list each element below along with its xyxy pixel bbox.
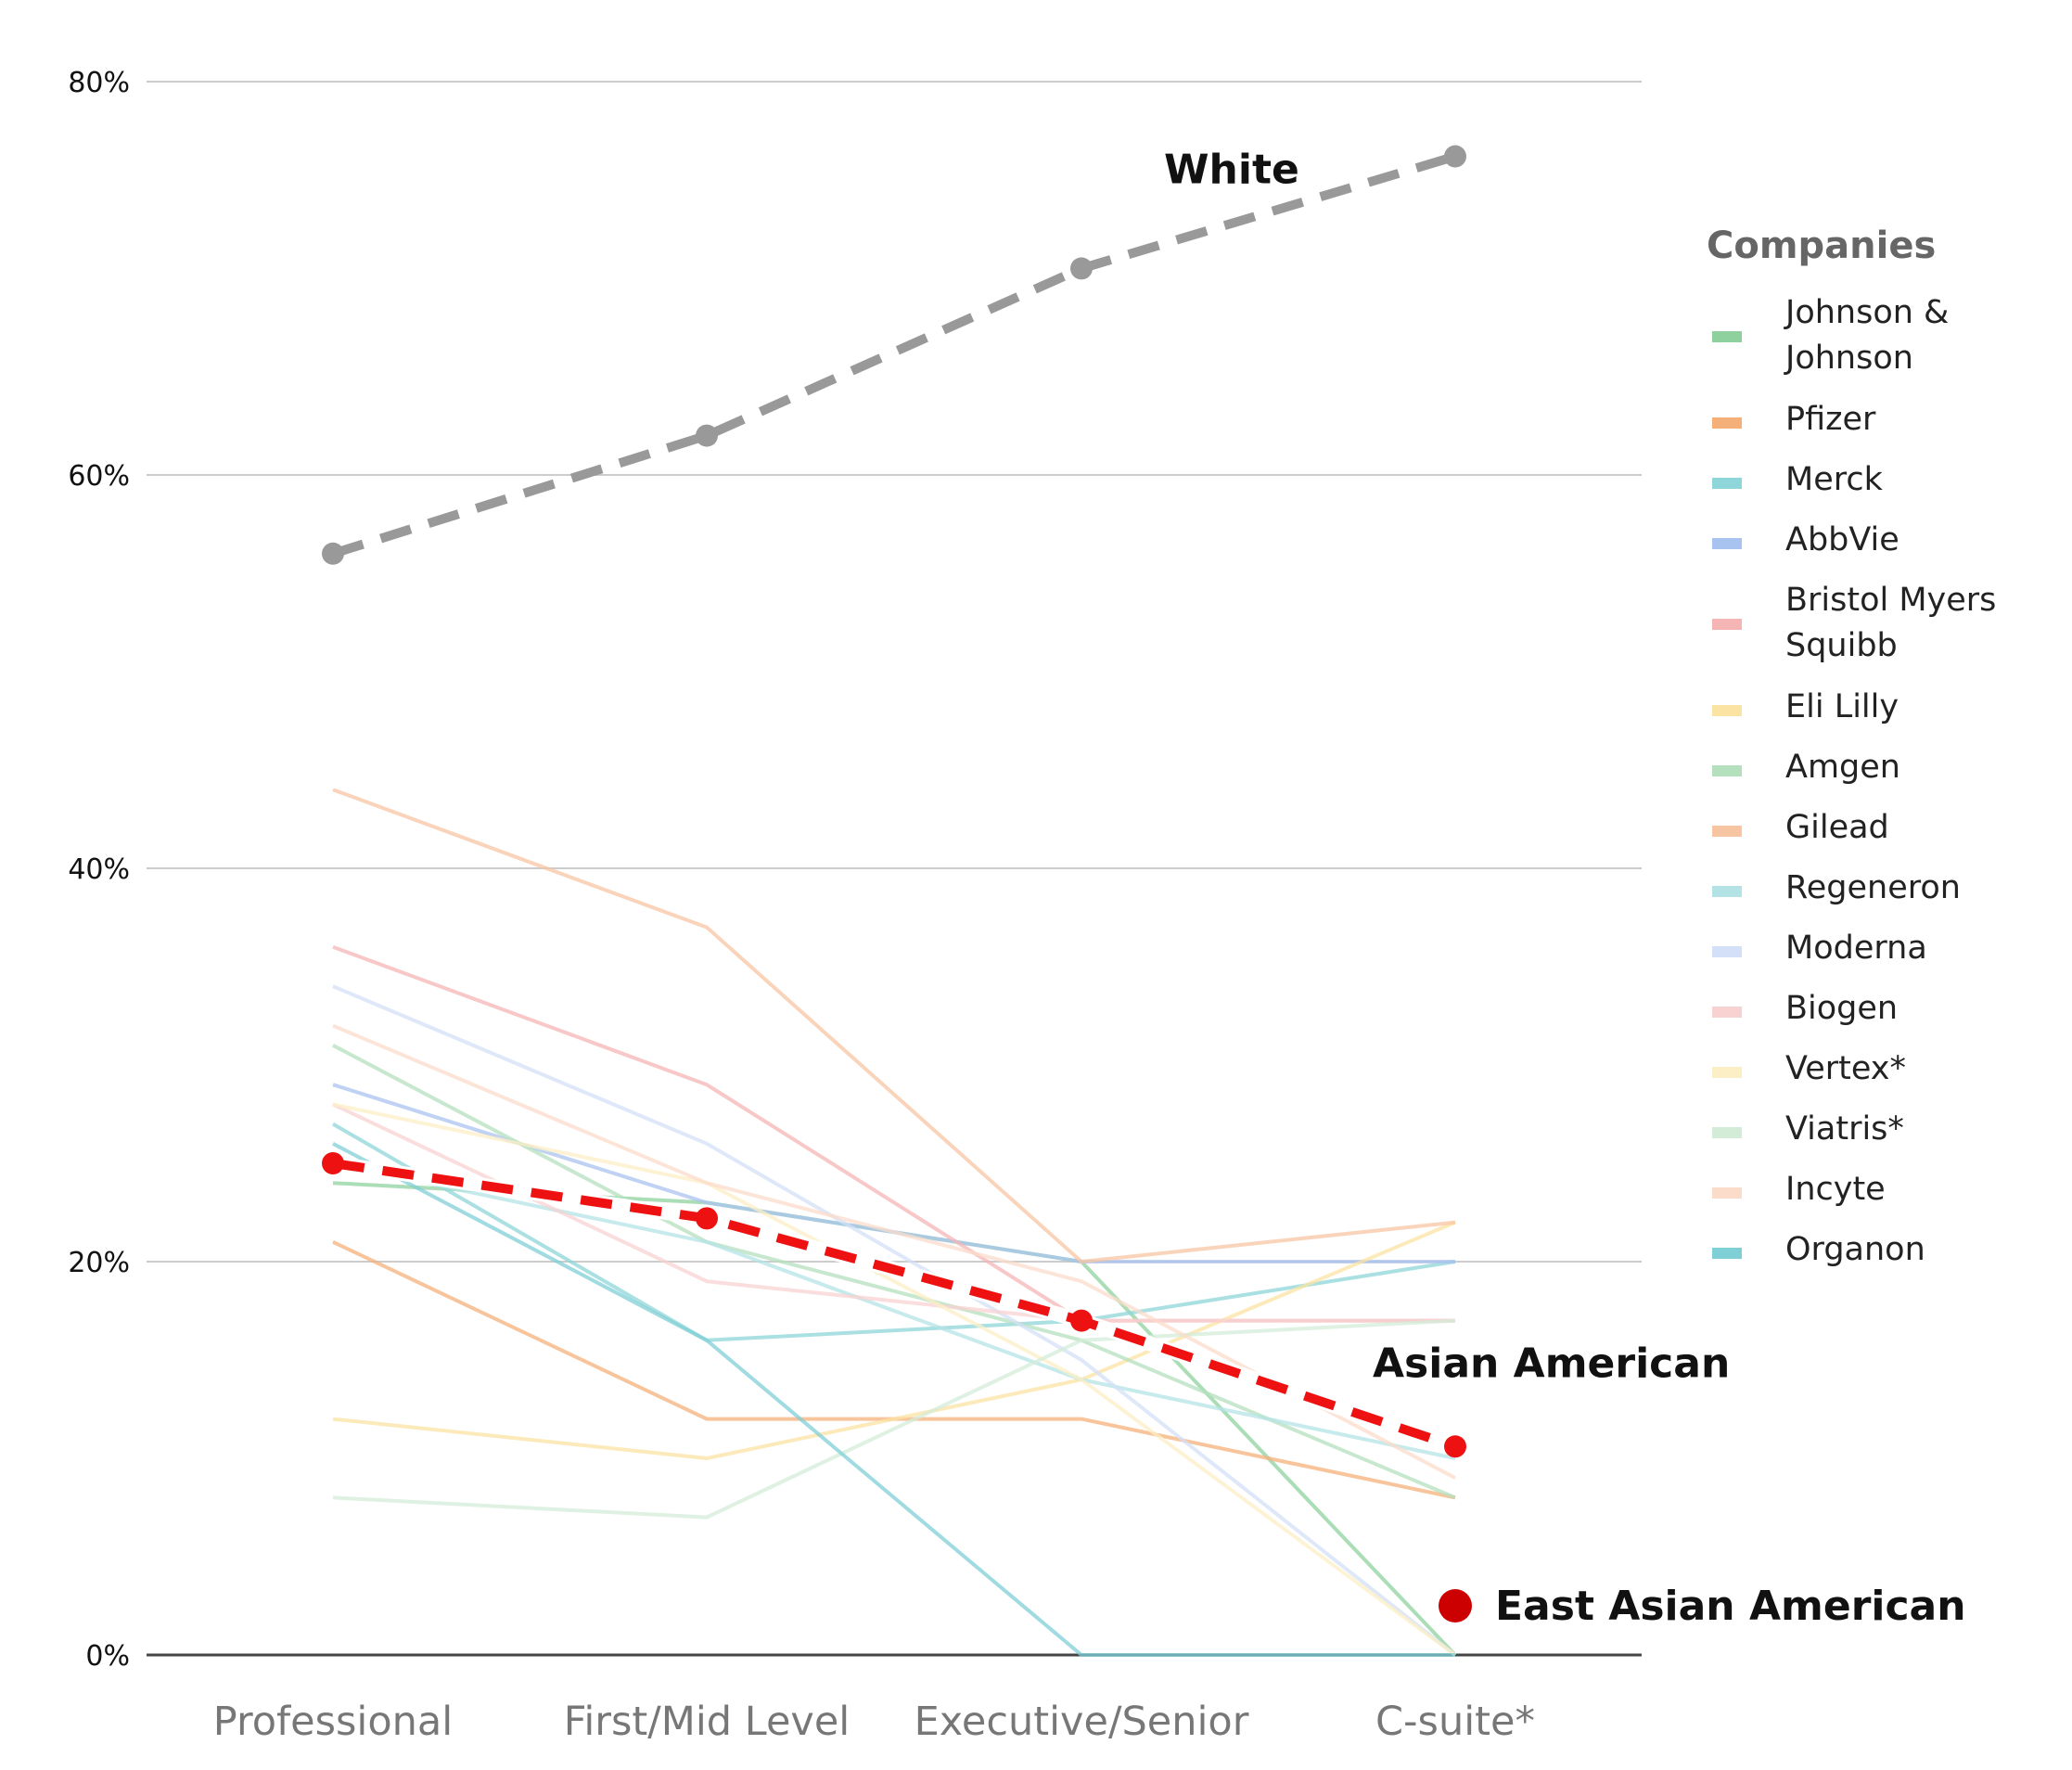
data-point-white <box>1444 145 1466 168</box>
x-tick-label: Professional <box>213 1699 453 1745</box>
data-point-asian-american <box>322 1152 344 1174</box>
legend-label-gilead: Gilead <box>1785 809 1889 846</box>
x-tick-label: Executive/Senior <box>914 1699 1249 1745</box>
legend-label-line: Viatris* <box>1785 1110 1904 1148</box>
legend-label-organon: Organon <box>1785 1231 1925 1268</box>
legend-swatch-incyte <box>1712 1187 1742 1199</box>
x-tick-label: C-suite* <box>1375 1699 1535 1745</box>
legend-swatch-biogen <box>1712 1007 1742 1018</box>
series-label-white: White <box>1164 146 1299 193</box>
data-point-asian-american <box>696 1207 718 1230</box>
legend: Companies Johnson & Johnson Pfizer Merck AbbV… <box>1707 224 1996 1268</box>
legend-label-merck: Merck <box>1785 461 1884 498</box>
legend-title: Companies <box>1707 224 1936 267</box>
series-line-vertex <box>332 1102 1457 1657</box>
data-point-white <box>696 424 718 447</box>
legend-label-pfizer: Pfizer <box>1785 401 1876 438</box>
series-line-asian-american <box>332 1159 1457 1452</box>
series-line-regeneron <box>332 1161 1456 1460</box>
data-point-white <box>322 542 344 565</box>
series-line-moderna <box>332 984 1457 1657</box>
legend-label-line: Bristol Myers <box>1785 582 1996 619</box>
legend-swatch-eli-lilly <box>1712 705 1742 716</box>
legend-label-line: Gilead <box>1785 809 1889 846</box>
legend-label-viatris: Viatris* <box>1785 1110 1904 1148</box>
legend-label-incyte: Incyte <box>1785 1171 1886 1208</box>
legend-label-line: Johnson <box>1784 340 1913 377</box>
legend-label-abbvie: AbbVie <box>1785 521 1899 558</box>
legend-swatch-gilead <box>1712 826 1742 837</box>
legend-swatch-johnson-johnson <box>1712 331 1742 342</box>
y-tick-label: 20% <box>68 1247 130 1279</box>
legend-swatch-bristol-myers-squibb <box>1712 619 1742 630</box>
annotations: White Asian American East Asian American <box>1164 146 1966 1630</box>
legend-label-line: Merck <box>1785 461 1884 498</box>
legend-label-line: Incyte <box>1785 1171 1886 1208</box>
y-tick-label: 60% <box>68 460 130 493</box>
legend-label-line: Regeneron <box>1785 869 1961 906</box>
series-line-gilead <box>332 788 1456 1263</box>
series-label-asian-american: Asian American <box>1373 1340 1730 1387</box>
legend-swatch-viatris <box>1712 1127 1742 1138</box>
series-line-abbvie <box>332 1083 1455 1263</box>
series-halo-asian-american <box>326 1156 1463 1455</box>
legend-swatch-moderna <box>1712 946 1742 957</box>
legend-label-johnson-johnson: Johnson & Johnson <box>1784 294 1949 377</box>
legend-swatch-regeneron <box>1712 886 1742 897</box>
data-point-white <box>1070 257 1093 280</box>
legend-label-line: Vertex* <box>1785 1050 1906 1087</box>
x-tick-label: First/Mid Level <box>564 1699 851 1745</box>
legend-swatch-merck <box>1712 478 1742 489</box>
legend-label-line: Squibb <box>1785 627 1898 664</box>
series-line-viatris <box>332 1318 1456 1520</box>
company-series <box>331 788 1457 1657</box>
legend-swatch-pfizer <box>1712 417 1742 429</box>
legend-label-bristol-myers-squibb: Bristol Myers Squibb <box>1785 582 1996 664</box>
legend-label-line: Moderna <box>1785 930 1927 967</box>
series-line-merck <box>331 1122 1456 1342</box>
y-tick-label: 80% <box>68 67 130 99</box>
legend-label-biogen: Biogen <box>1785 990 1898 1027</box>
y-tick-label: 40% <box>68 853 130 886</box>
legend-label-line: Eli Lilly <box>1785 688 1899 725</box>
legend-label-eli-lilly: Eli Lilly <box>1785 688 1899 725</box>
y-axis: 0% 20% 40% 60% 80% <box>68 67 130 1673</box>
x-axis: Professional First/Mid Level Executive/Sen… <box>213 1699 1535 1745</box>
series-label-east-asian-american: East Asian American <box>1495 1583 1966 1630</box>
data-point-asian-american <box>1070 1309 1093 1332</box>
east-asian-american-marker <box>1439 1589 1472 1622</box>
series-line-eli-lilly <box>332 1220 1456 1460</box>
legend-swatch-organon <box>1712 1248 1742 1259</box>
legend-label-vertex: Vertex* <box>1785 1050 1906 1087</box>
legend-swatch-amgen <box>1712 765 1742 776</box>
data-point-asian-american <box>1444 1435 1466 1458</box>
legend-label-amgen: Amgen <box>1785 749 1900 786</box>
series-line-white <box>331 151 1457 558</box>
highlight-series <box>322 145 1466 1458</box>
legend-label-moderna: Moderna <box>1785 930 1927 967</box>
legend-swatch-vertex <box>1712 1067 1742 1078</box>
legend-label-line: Amgen <box>1785 749 1900 786</box>
y-tick-label: 0% <box>85 1640 130 1673</box>
legend-label-line: Organon <box>1785 1231 1925 1268</box>
series-line-organon <box>332 1142 1455 1657</box>
legend-label-line: Pfizer <box>1785 401 1876 438</box>
legend-swatch-abbvie <box>1712 538 1742 549</box>
legend-label-line: Biogen <box>1785 990 1898 1027</box>
legend-label-line: Johnson & <box>1784 294 1949 331</box>
legend-label-line: AbbVie <box>1785 521 1899 558</box>
legend-label-regeneron: Regeneron <box>1785 869 1961 906</box>
